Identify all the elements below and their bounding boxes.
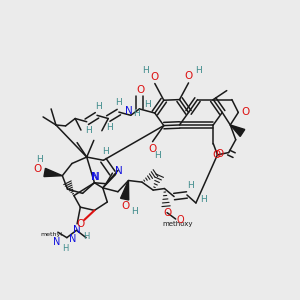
Text: H: H xyxy=(195,65,202,74)
Text: O: O xyxy=(216,149,224,160)
Text: O: O xyxy=(177,215,184,225)
Text: N: N xyxy=(91,172,98,182)
Text: O: O xyxy=(33,164,41,174)
Text: H: H xyxy=(201,195,207,204)
Text: H: H xyxy=(85,126,92,135)
Text: H: H xyxy=(95,102,102,111)
Text: H: H xyxy=(106,123,113,132)
Text: H: H xyxy=(83,232,89,241)
Text: methyl: methyl xyxy=(40,232,62,237)
Text: O: O xyxy=(163,208,171,218)
Polygon shape xyxy=(44,168,62,177)
Text: O: O xyxy=(136,85,144,95)
Text: O: O xyxy=(184,71,193,81)
Text: H: H xyxy=(154,151,161,160)
Text: H: H xyxy=(142,66,148,75)
Text: H: H xyxy=(133,109,140,118)
Text: N: N xyxy=(125,106,133,116)
Text: O: O xyxy=(148,144,157,154)
Text: H: H xyxy=(36,155,43,164)
Text: N: N xyxy=(92,172,100,182)
Text: O: O xyxy=(213,151,221,160)
Text: O: O xyxy=(241,107,250,117)
Text: H: H xyxy=(116,98,122,107)
Text: H: H xyxy=(187,181,194,190)
Text: N: N xyxy=(115,166,123,176)
Text: N: N xyxy=(69,234,76,244)
Text: H: H xyxy=(62,244,68,253)
Text: H: H xyxy=(102,147,108,156)
Polygon shape xyxy=(121,181,129,200)
Text: N: N xyxy=(73,225,80,235)
Text: O: O xyxy=(121,200,129,211)
Text: H: H xyxy=(144,100,151,109)
Polygon shape xyxy=(230,125,245,136)
Text: N: N xyxy=(52,238,60,248)
Text: O: O xyxy=(151,72,159,82)
Text: methoxy: methoxy xyxy=(163,221,193,227)
Text: H: H xyxy=(131,206,138,215)
Text: O: O xyxy=(76,219,84,229)
